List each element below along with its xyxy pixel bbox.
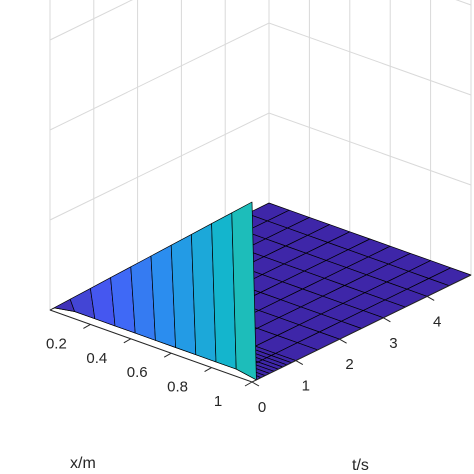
x-tick-label: 1: [214, 393, 222, 410]
x-axis-label: x/m: [70, 455, 96, 472]
x-tick: [204, 367, 212, 373]
t-axis-label: t/s: [352, 457, 369, 474]
t-tick: [383, 317, 391, 323]
surface-patch: [231, 201, 257, 381]
axes: [49, 274, 472, 387]
t-tick-label: 1: [302, 378, 310, 395]
grid-line: [49, 0, 472, 41]
t-tick-label: 2: [345, 356, 353, 373]
t-tick: [295, 360, 304, 366]
tick-labels: 0.2 0.4 0.6 0.8 1 0 1 2 3 4: [46, 313, 441, 416]
t-tick-label: 0: [258, 399, 266, 416]
t-tick-label: 3: [389, 335, 397, 352]
t-tick: [426, 295, 435, 301]
grid-line: [49, 22, 472, 131]
x-tick: [163, 352, 172, 358]
x-tick-label: 0.2: [46, 335, 67, 352]
x-tick: [83, 323, 91, 329]
x-tick-label: 0.8: [167, 379, 188, 396]
x-tick: [244, 381, 253, 387]
surface-mesh: [49, 201, 472, 381]
grid-line: [49, 112, 472, 221]
t-tick-label: 4: [433, 313, 441, 330]
x-tick-label: 0.4: [86, 350, 107, 367]
x-tick: [123, 338, 132, 344]
t-tick: [251, 381, 260, 387]
t-axis-line: [251, 274, 472, 383]
x-tick-label: 0.6: [127, 364, 148, 381]
x-axis-line: [49, 309, 253, 383]
t-tick: [339, 338, 347, 344]
